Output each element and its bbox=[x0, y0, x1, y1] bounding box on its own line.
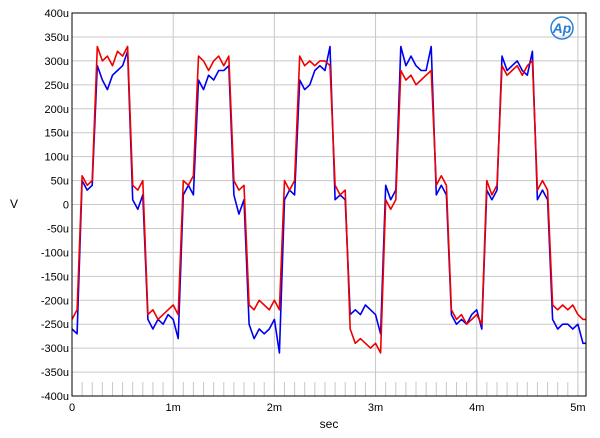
plot-frame bbox=[71, 12, 587, 397]
y-axis-label: V bbox=[10, 197, 18, 211]
x-tick-label: 4m bbox=[469, 402, 484, 414]
y-tick-label: -400u bbox=[41, 391, 69, 403]
y-tick-label: 150u bbox=[45, 128, 69, 140]
y-tick-label: -100u bbox=[41, 247, 69, 259]
x-tick-label: 2m bbox=[267, 402, 282, 414]
ap-logo-text: Ap bbox=[552, 20, 572, 36]
grid-lines bbox=[71, 12, 586, 397]
y-tick-label: 50u bbox=[51, 176, 69, 188]
series-group bbox=[71, 45, 586, 354]
y-tick-label: -200u bbox=[41, 295, 69, 307]
x-tick-labels: 0 1m 2m 3m 4m 5m bbox=[69, 402, 586, 414]
y-tick-label: -150u bbox=[41, 271, 69, 283]
y-tick-label: 400u bbox=[45, 8, 69, 20]
y-tick-labels: 400u 350u 300u 250u 200u 150u 100u 50u 0 -50u -100… bbox=[41, 8, 69, 403]
x-tick-label: 5m bbox=[570, 402, 585, 414]
x-tick-label: 3m bbox=[368, 402, 383, 414]
y-tick-label: -250u bbox=[41, 319, 69, 331]
y-tick-label: -50u bbox=[47, 223, 69, 235]
x-tick-label: 1m bbox=[166, 402, 181, 414]
x-axis-label: sec bbox=[320, 417, 339, 431]
y-tick-label: -350u bbox=[41, 367, 69, 379]
y-tick-label: 350u bbox=[45, 32, 69, 44]
y-tick-label: 0 bbox=[63, 200, 69, 212]
y-tick-label: 300u bbox=[45, 56, 69, 68]
series-line-red bbox=[71, 45, 586, 354]
y-tick-label: -300u bbox=[41, 343, 69, 355]
ap-logo-circle bbox=[550, 16, 574, 40]
y-tick-label: 200u bbox=[45, 104, 69, 116]
ap-logo: Ap bbox=[550, 16, 574, 40]
y-tick-label: 250u bbox=[45, 80, 69, 92]
y-tick-label: 100u bbox=[45, 152, 69, 164]
minor-x-ticks bbox=[71, 382, 579, 396]
x-tick-label: 0 bbox=[69, 402, 75, 414]
